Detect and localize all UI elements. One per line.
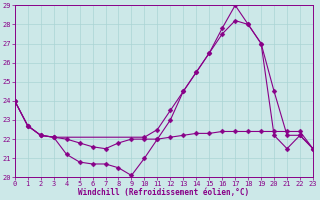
X-axis label: Windchill (Refroidissement éolien,°C): Windchill (Refroidissement éolien,°C) [78,188,249,197]
